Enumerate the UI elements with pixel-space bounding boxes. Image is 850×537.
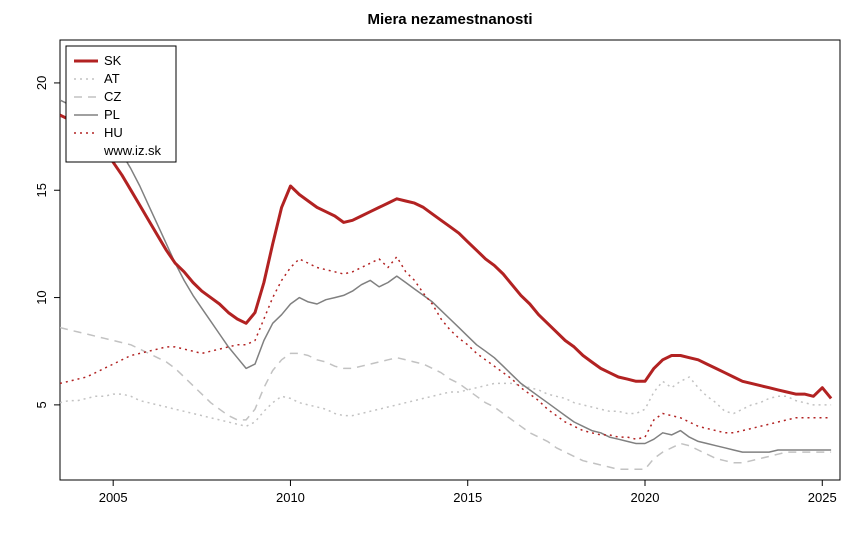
unemployment-chart: 2005 2010 2015 2020 2025 5 10 15 20 Miera nezames… <box>0 0 850 532</box>
legend-label-at: AT <box>104 71 120 86</box>
x-tick-label: 2025 <box>808 490 837 505</box>
y-tick-label: 10 <box>34 290 49 304</box>
legend-label-pl: PL <box>104 107 120 122</box>
legend-label-hu: HU <box>104 125 123 140</box>
x-tick-label: 2005 <box>99 490 128 505</box>
legend-source-text: www.iz.sk <box>103 143 162 158</box>
legend-label-cz: CZ <box>104 89 121 104</box>
legend: SK AT CZ PL HU www.iz.sk <box>66 46 176 162</box>
legend-label-sk: SK <box>104 53 122 68</box>
chart-title: Miera nezamestnanosti <box>367 11 532 28</box>
x-tick-label: 2020 <box>631 490 660 505</box>
y-tick-label: 15 <box>34 183 49 197</box>
x-tick-label: 2010 <box>276 490 305 505</box>
x-tick-label: 2015 <box>453 490 482 505</box>
y-tick-label: 5 <box>34 401 49 408</box>
y-tick-label: 20 <box>34 76 49 90</box>
plot-area <box>60 40 840 480</box>
